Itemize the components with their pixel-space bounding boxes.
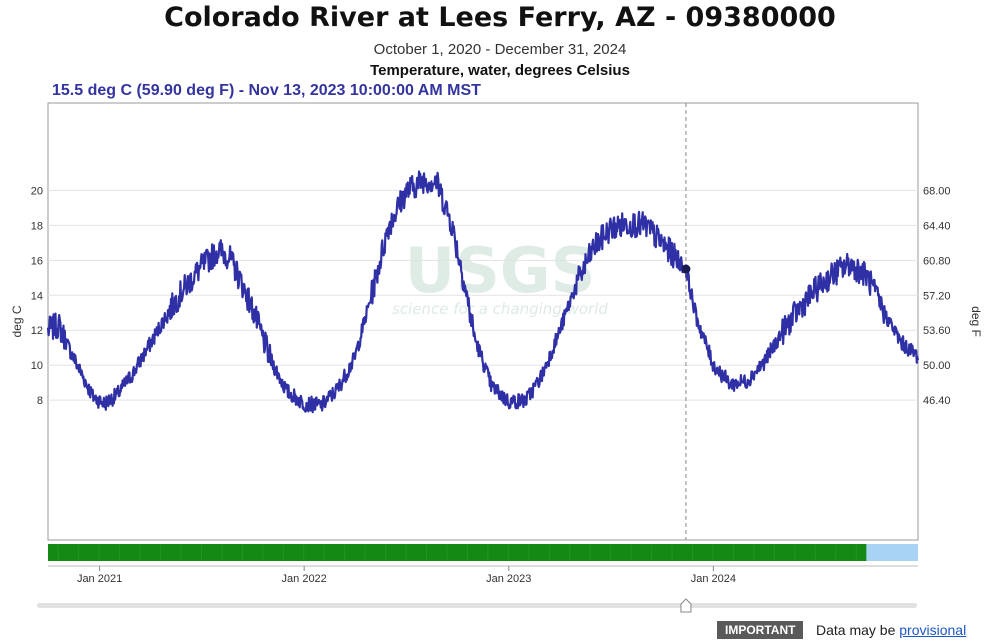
y-tick-label-left: 16 [31,255,43,267]
y-tick-label-right: 64.40 [923,220,951,232]
y-tick-label-left: 8 [37,395,43,407]
important-badge[interactable]: IMPORTANT [717,621,804,639]
approval-bar-approved [48,544,867,561]
y-tick-label-right: 46.40 [923,395,951,407]
x-tick-label: Jan 2024 [691,573,736,585]
provisional-note-text: Data may be [816,622,896,638]
chart-title: Colorado River at Lees Ferry, AZ - 09380… [164,2,836,33]
parameter-label: Temperature, water, degrees Celsius [370,62,630,79]
provisional-link[interactable]: provisional [899,622,967,638]
y-tick-label-left: 20 [31,185,43,197]
cursor-readout: 15.5 deg C (59.90 deg F) - Nov 13, 2023 … [52,82,481,99]
y-axis-title-left: deg C [10,305,24,337]
date-range-subtitle: October 1, 2020 - December 31, 2024 [373,41,627,58]
navigator-handle[interactable] [680,598,692,613]
y-tick-label-left: 18 [31,220,43,232]
x-tick-label: Jan 2023 [486,573,531,585]
y-tick-label-right: 60.80 [923,255,951,267]
approval-bar-provisional [866,544,918,561]
y-tick-label-left: 12 [31,325,43,337]
temperature-series-line [46,170,920,414]
plot-area [47,102,919,541]
cursor-marker [681,264,691,274]
x-tick-label: Jan 2021 [77,573,122,585]
usgs-watermark-logo: USGS [405,234,596,307]
y-tick-label-right: 57.20 [923,290,951,302]
y-tick-label-left: 14 [31,290,43,302]
provisional-note: Data may be provisional [816,621,966,639]
y-tick-label-right: 50.00 [923,360,951,372]
navigator-track[interactable] [37,603,917,608]
usgs-watermark-tagline: science for a changing world [392,300,608,318]
y-tick-label-right: 68.00 [923,185,951,197]
y-tick-label-left: 10 [31,360,43,372]
y-axis-title-right: deg F [969,306,983,337]
y-tick-label-right: 53.60 [923,325,951,337]
x-tick-label: Jan 2022 [282,573,327,585]
